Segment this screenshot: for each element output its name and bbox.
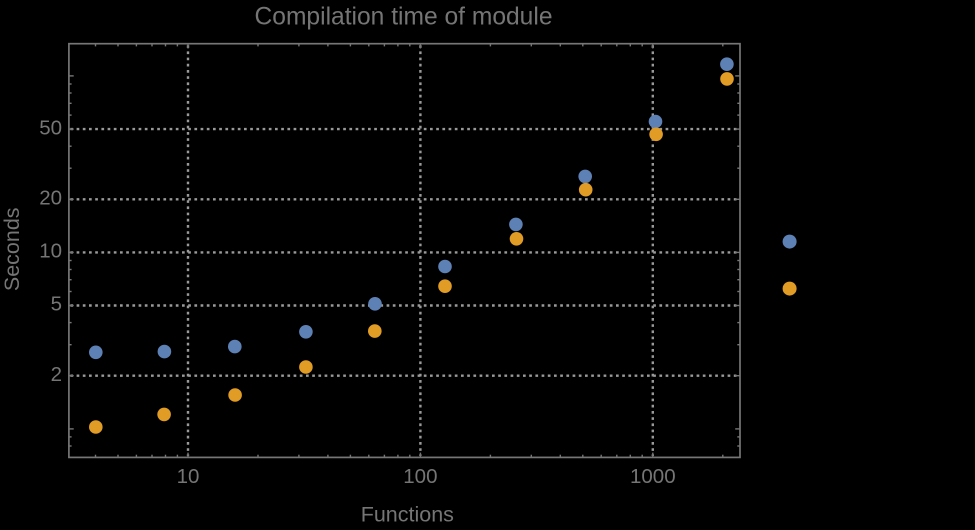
svg-text:5: 5	[51, 293, 62, 316]
svg-text:Seconds: Seconds	[0, 207, 24, 291]
svg-text:Compilation time of module: Compilation time of module	[255, 4, 553, 31]
svg-text:2: 2	[51, 363, 62, 386]
svg-text:20: 20	[39, 187, 62, 210]
svg-text:10: 10	[39, 240, 62, 263]
svg-text:Functions: Functions	[361, 503, 454, 525]
svg-text:10: 10	[177, 465, 200, 488]
svg-text:100: 100	[403, 465, 437, 488]
svg-text:50: 50	[39, 116, 62, 139]
svg-text:1000: 1000	[630, 465, 676, 488]
